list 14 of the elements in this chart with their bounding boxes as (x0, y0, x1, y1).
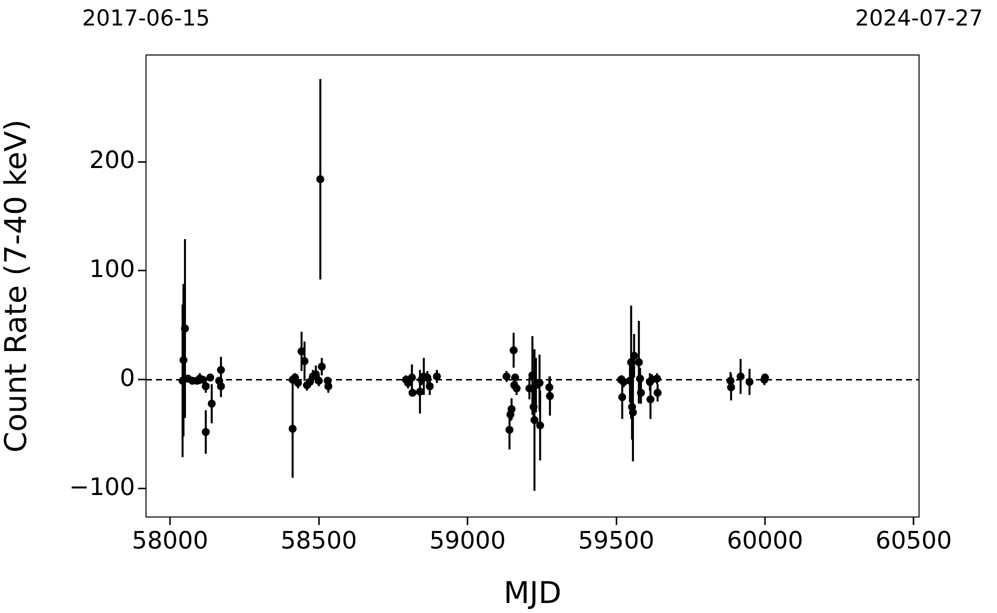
x-tick-label: 58500 (280, 526, 357, 555)
x-tick-label: 58000 (132, 526, 208, 555)
x-tick-label: 60000 (726, 526, 804, 555)
y-tick-label: 0 (120, 364, 135, 392)
y-axis-title: Count Rate (7-40 keV) (0, 119, 34, 453)
x-axis-title: MJD (504, 576, 562, 611)
x2-tick-label: 2017-06-15 (82, 6, 210, 32)
x-tick-label: 60500 (876, 526, 952, 555)
y-tick-label: 200 (89, 146, 135, 174)
x-tick-label: 59500 (578, 526, 654, 555)
x-tick-label: 59000 (429, 526, 506, 555)
x2-tick-label: 2024-07-27 (855, 6, 984, 32)
y-tick-label: 100 (89, 254, 135, 283)
y-tick-label: −100 (69, 472, 135, 501)
